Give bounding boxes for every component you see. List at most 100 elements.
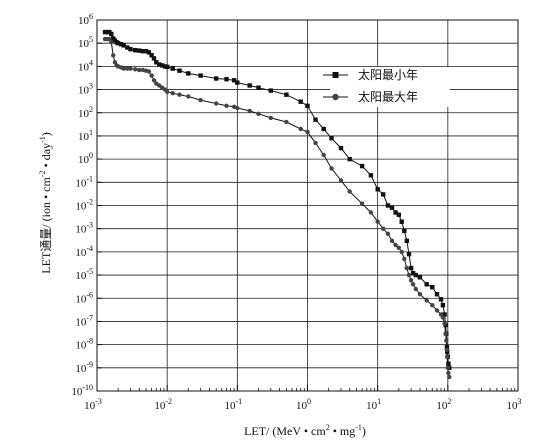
data-point-square bbox=[121, 43, 126, 48]
data-point-circle bbox=[329, 166, 334, 171]
data-point-square bbox=[347, 156, 352, 162]
data-point-circle bbox=[256, 111, 261, 117]
y-axis-title: LET通量/ (ion • cm-2 • day-1) bbox=[38, 132, 53, 273]
data-point-square bbox=[118, 42, 124, 47]
data-point-circle bbox=[393, 242, 398, 248]
data-point-square bbox=[313, 117, 318, 122]
data-point-square bbox=[410, 271, 416, 276]
y-tick-label: 10-6 bbox=[75, 290, 93, 305]
data-point-circle bbox=[198, 97, 203, 103]
data-point-square bbox=[214, 76, 219, 81]
data-point-circle bbox=[284, 119, 289, 125]
data-point-circle bbox=[186, 94, 191, 99]
data-point-square bbox=[440, 303, 446, 308]
data-point-square bbox=[438, 297, 444, 302]
series-solar-min bbox=[102, 29, 452, 370]
data-point-square bbox=[247, 83, 252, 88]
data-point-square bbox=[442, 312, 447, 317]
grid bbox=[97, 20, 518, 391]
y-tick-label: 106 bbox=[78, 12, 93, 27]
data-point-square bbox=[413, 272, 418, 278]
x-axis-title: LET/ (MeV • cm2 • mg-1) bbox=[244, 423, 366, 438]
data-point-square bbox=[284, 92, 289, 97]
data-point-circle bbox=[321, 152, 326, 158]
data-point-square bbox=[396, 212, 401, 217]
data-point-square bbox=[170, 66, 175, 71]
legend-background bbox=[330, 67, 450, 107]
data-point-square bbox=[151, 56, 157, 61]
data-point-circle bbox=[347, 189, 352, 194]
x-tick-label: 103 bbox=[507, 397, 522, 412]
series-solar-max bbox=[102, 36, 452, 380]
y-tick-label: 10-9 bbox=[75, 360, 93, 375]
series-group bbox=[102, 29, 452, 380]
y-tick-label: 101 bbox=[78, 128, 93, 143]
data-point-circle bbox=[444, 338, 449, 343]
x-axis-ticks: 10-3 10-2 10-1 100 101 102 103 bbox=[84, 385, 522, 412]
data-point-square bbox=[198, 73, 203, 78]
data-point-circle bbox=[111, 53, 116, 58]
data-point-square bbox=[338, 145, 344, 151]
x-tick-label: 10-3 bbox=[84, 397, 102, 412]
data-point-circle bbox=[447, 374, 452, 380]
data-point-square bbox=[128, 47, 133, 52]
data-point-circle bbox=[224, 103, 229, 109]
y-tick-label: 100 bbox=[78, 151, 93, 166]
data-point-square bbox=[305, 103, 310, 108]
data-point-circle bbox=[151, 78, 157, 83]
data-point-square bbox=[389, 205, 395, 210]
data-point-square bbox=[140, 49, 145, 54]
data-point-circle bbox=[442, 321, 447, 326]
data-point-circle bbox=[109, 40, 114, 45]
data-point-circle bbox=[214, 101, 219, 106]
data-point-circle bbox=[430, 303, 435, 308]
data-point-circle bbox=[359, 201, 365, 206]
y-tick-label: 10-1 bbox=[75, 174, 93, 189]
data-point-circle bbox=[443, 331, 448, 336]
data-point-square bbox=[224, 77, 229, 82]
data-point-circle bbox=[408, 278, 414, 283]
data-point-square bbox=[298, 99, 303, 104]
data-point-square bbox=[321, 126, 326, 132]
data-point-circle bbox=[381, 226, 386, 231]
legend-label-solar-min: 太阳最小年 bbox=[358, 67, 418, 82]
data-point-square bbox=[393, 210, 398, 215]
data-point-square bbox=[446, 361, 451, 366]
x-tick-label: 102 bbox=[436, 397, 451, 412]
data-point-circle bbox=[413, 286, 418, 292]
data-point-circle bbox=[434, 308, 440, 313]
data-point-square bbox=[430, 285, 435, 290]
data-point-square bbox=[368, 173, 374, 178]
data-point-circle bbox=[146, 69, 152, 74]
data-point-square bbox=[256, 85, 261, 90]
data-point-square bbox=[160, 63, 165, 68]
y-tick-label: 10-8 bbox=[75, 337, 93, 352]
data-point-square bbox=[102, 29, 108, 35]
legend-label-solar-max: 太阳最大年 bbox=[358, 89, 418, 104]
data-point-square bbox=[417, 275, 423, 280]
data-point-square bbox=[375, 187, 380, 192]
y-tick-label: 10-3 bbox=[75, 221, 93, 236]
data-point-circle bbox=[406, 272, 412, 278]
data-point-circle bbox=[137, 67, 142, 73]
y-tick-label: 10-5 bbox=[75, 267, 93, 282]
y-tick-label: 10-10 bbox=[71, 383, 93, 398]
data-point-circle bbox=[268, 115, 273, 121]
data-point-square bbox=[125, 45, 130, 50]
data-point-square bbox=[399, 219, 404, 224]
data-point-square bbox=[177, 68, 182, 73]
data-point-circle bbox=[396, 245, 401, 250]
data-point-circle bbox=[170, 91, 175, 96]
data-point-circle bbox=[375, 219, 380, 224]
data-point-square bbox=[404, 238, 409, 243]
data-point-circle bbox=[305, 129, 310, 135]
data-point-square bbox=[143, 49, 149, 54]
data-point-square bbox=[385, 203, 391, 208]
data-point-square bbox=[408, 265, 414, 271]
data-point-circle bbox=[440, 315, 446, 320]
y-tick-label: 10-7 bbox=[75, 313, 93, 328]
data-point-square bbox=[424, 282, 429, 287]
data-point-circle bbox=[368, 210, 374, 215]
data-point-circle bbox=[338, 178, 344, 183]
